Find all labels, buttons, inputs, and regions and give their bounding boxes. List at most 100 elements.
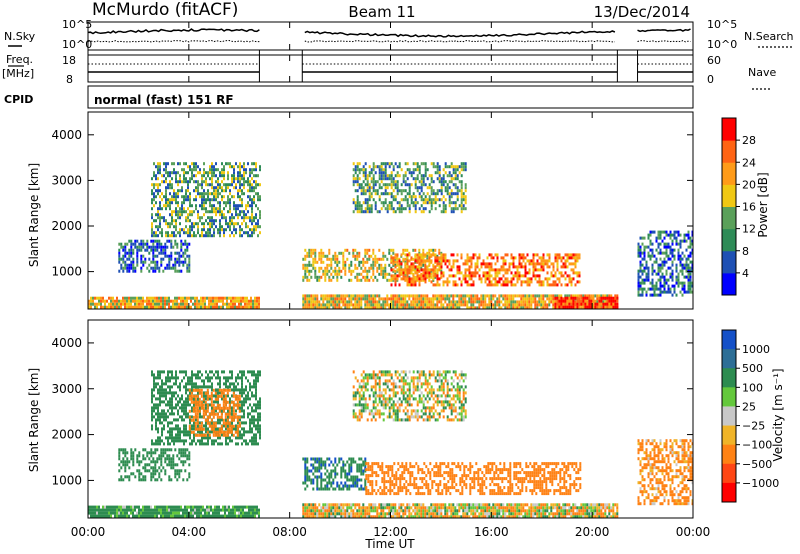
scatter-cell [168,263,171,267]
scatter-cell [442,177,445,181]
scatter-cell [534,303,537,307]
scatter-cell [350,303,353,307]
scatter-cell [181,228,183,232]
scatter-cell [176,305,178,309]
scatter-cell [444,198,447,202]
scatter-cell [440,269,443,273]
scatter-cell [248,511,250,515]
scatter-cell [138,511,140,515]
scatter-cell [356,272,359,276]
power-colorbar-label: 20 [742,178,756,191]
scatter-cell [175,382,177,386]
scatter-cell [161,409,163,413]
scatter-cell [671,263,674,267]
scatter-cell [492,256,495,260]
scatter-cell [400,297,403,301]
scatter-cell [512,256,515,260]
scatter-cell [514,300,517,304]
scatter-cell [671,233,674,237]
scatter-cell [155,165,157,169]
scatter-cell [420,177,423,181]
scatter-cell [201,436,203,440]
scatter-cell [352,183,355,187]
scatter-cell [430,303,433,307]
scatter-cell [196,508,198,512]
scatter-cell [138,242,141,246]
scatter-cell [536,303,539,307]
scatter-cell [250,302,252,306]
scatter-cell [102,508,104,512]
scatter-cell [157,228,159,232]
scatter-cell [159,400,161,404]
scatter-cell [169,406,171,410]
scatter-cell [554,300,557,304]
scatter-cell [448,294,451,298]
scatter-cell [225,222,227,226]
scatter-cell [416,265,419,269]
scatter-cell [184,251,187,255]
scatter-cell [175,439,177,443]
scatter-cell [360,168,363,172]
scatter-cell [488,306,491,309]
scatter-cell [637,269,640,273]
scatter-cell [416,201,419,205]
scatter-cell [174,508,176,512]
scatter-cell [169,183,171,187]
scatter-cell [184,296,186,300]
scatter-cell [396,297,399,301]
scatter-cell [167,162,169,166]
scatter-cell [584,296,587,300]
scatter-cell [159,415,161,419]
scatter-cell [637,275,640,279]
scatter-cell [500,306,503,309]
scatter-cell [218,305,220,309]
scatter-cell [217,201,219,205]
scatter-cell [132,266,135,270]
scatter-cell [643,269,646,273]
scatter-cell [205,177,207,181]
scatter-cell [102,514,104,518]
scatter-cell [191,427,193,431]
scatter-cell [220,299,222,303]
scatter-cell [444,294,447,298]
scatter-cell [205,180,207,184]
scatter-cell [360,210,363,214]
scatter-cell [398,306,401,309]
scatter-cell [372,189,375,193]
scatter-cell [488,262,491,266]
scatter-cell [164,505,166,509]
scatter-cell [384,297,387,301]
scatter-cell [201,222,203,226]
scatter-cell [146,505,148,509]
scatter-cell [354,263,357,267]
scatter-cell [227,183,229,187]
scatter-cell [394,294,397,298]
scatter-cell [154,266,157,270]
scatter-cell [462,274,465,278]
scatter-cell [368,303,371,307]
scatter-cell [410,183,413,187]
scatter-cell [198,302,200,306]
scatter-cell [388,251,391,255]
scatter-cell [673,230,676,234]
scatter-cell [122,254,125,258]
scatter-cell [236,299,238,303]
scatter-cell [233,234,235,238]
scatter-cell [214,508,216,512]
scatter-cell [364,303,367,307]
scatter-cell [424,306,427,309]
scatter-cell [208,511,210,515]
scatter-cell [251,219,253,223]
scatter-cell [454,174,457,178]
scatter-cell [249,219,251,223]
scatter-cell [412,280,415,284]
scatter-cell [124,508,126,512]
scatter-cell [213,210,215,214]
scatter-cell [233,207,235,211]
scatter-cell [651,278,654,282]
scatter-cell [259,165,261,169]
scatter-cell [442,174,445,178]
scatter-cell [234,514,236,518]
scatter-cell [456,177,459,181]
scatter-cell [259,168,261,172]
